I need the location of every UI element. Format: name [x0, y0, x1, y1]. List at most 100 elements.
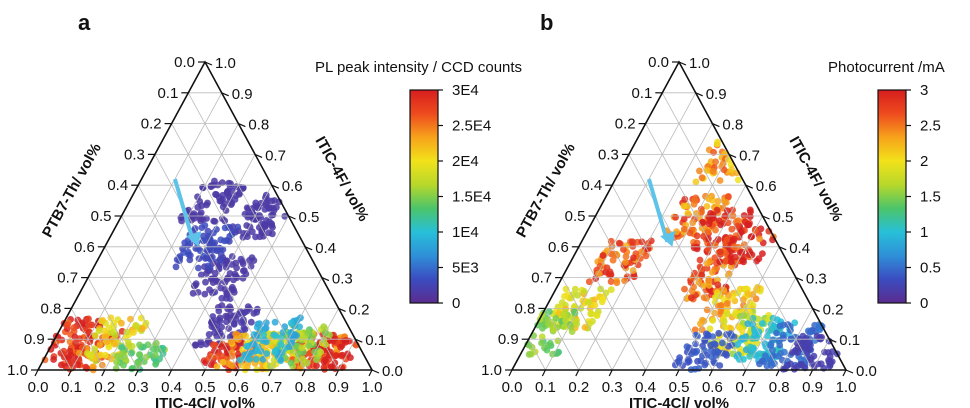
tick-mark — [829, 338, 837, 343]
data-point — [277, 341, 285, 348]
data-point — [751, 328, 759, 336]
data-point — [810, 352, 818, 360]
tick-mark — [845, 369, 854, 374]
data-point — [756, 360, 763, 368]
data-point — [538, 339, 545, 347]
data-point — [287, 319, 295, 327]
data-point — [696, 256, 704, 264]
data-point — [239, 260, 247, 268]
data-point — [567, 323, 575, 330]
bottom-tick-label: 0.6 — [228, 379, 249, 396]
data-point — [240, 230, 248, 237]
tick-mark — [204, 61, 213, 66]
left-tick-label: 1.0 — [481, 362, 502, 379]
data-point — [212, 341, 219, 349]
data-point — [271, 197, 278, 204]
arrow-shaft — [173, 178, 196, 243]
data-point — [197, 341, 205, 349]
data-point — [591, 301, 599, 309]
data-point — [197, 271, 205, 279]
data-point — [722, 258, 730, 265]
tick-mark — [234, 369, 239, 377]
data-point — [86, 321, 94, 329]
data-point — [673, 228, 680, 236]
data-point — [803, 350, 811, 357]
data-point — [239, 309, 247, 317]
data-point — [705, 220, 713, 228]
data-point — [683, 343, 691, 351]
data-point — [724, 292, 732, 299]
tick-mark — [742, 369, 747, 377]
grid-line — [137, 185, 239, 371]
right-tick-label: 1.0 — [215, 55, 236, 72]
data-point — [571, 285, 579, 293]
right-tick-label: 1.0 — [689, 55, 710, 72]
data-point — [331, 352, 338, 360]
data-point — [241, 351, 248, 359]
data-point — [208, 253, 216, 261]
data-point — [731, 253, 739, 261]
data-point — [203, 254, 211, 262]
bottom-tick-label: 0.4 — [161, 379, 182, 396]
right-tick-label: 0.4 — [789, 240, 810, 257]
data-point — [587, 310, 595, 318]
right-tick-label: 0.4 — [315, 240, 336, 257]
data-point — [613, 279, 621, 287]
tick-mark — [34, 369, 39, 377]
data-point — [739, 256, 746, 264]
data-point — [749, 321, 757, 328]
data-point — [736, 312, 744, 320]
data-point — [229, 228, 236, 236]
colorbar-tick-label: 2.5 — [920, 118, 941, 135]
data-point — [730, 235, 738, 243]
bottom-tick-label: 0.1 — [61, 379, 82, 396]
left-tick-label: 0.0 — [174, 54, 195, 71]
left-tick-label: 0.2 — [615, 116, 636, 133]
colorbar-tick-label: 1.5 — [920, 189, 941, 206]
data-point — [66, 347, 74, 355]
grid-line — [71, 92, 223, 371]
data-point — [784, 361, 791, 369]
data-point — [609, 256, 617, 264]
data-point — [226, 183, 234, 191]
data-point — [91, 332, 99, 339]
data-point — [753, 339, 761, 347]
data-point — [727, 258, 735, 266]
data-point — [552, 315, 560, 322]
data-point — [717, 302, 725, 309]
data-point — [716, 362, 724, 369]
left-tick-label: 0.2 — [141, 116, 162, 133]
tick-mark — [355, 338, 363, 343]
left-tick-label: 0.7 — [531, 270, 552, 287]
grid-line — [578, 246, 646, 371]
grid-line — [271, 277, 323, 371]
right-axis-label: ITIC-4F/ vol% — [785, 134, 846, 225]
data-point — [734, 217, 742, 225]
data-point — [118, 319, 125, 327]
data-point — [607, 271, 615, 278]
data-point — [561, 293, 568, 300]
data-point — [151, 351, 159, 359]
grid-line — [645, 123, 780, 371]
data-point — [717, 221, 725, 229]
data-point — [696, 167, 703, 175]
data-point — [580, 288, 588, 295]
data-point — [697, 320, 704, 328]
bottom-tick-label: 0.8 — [295, 379, 316, 396]
tick-mark — [708, 369, 713, 377]
right-tick-label: 0.2 — [823, 301, 844, 318]
data-point — [734, 176, 742, 184]
data-point — [787, 326, 794, 334]
data-point — [321, 356, 329, 364]
tick-mark — [268, 369, 273, 377]
data-point — [693, 232, 701, 240]
data-point — [119, 349, 127, 357]
tick-mark — [608, 369, 613, 377]
data-point — [706, 325, 714, 333]
data-point — [763, 362, 771, 370]
right-tick-label: 0.7 — [265, 147, 286, 164]
data-point — [738, 335, 746, 342]
tick-mark — [678, 61, 687, 66]
data-point — [320, 323, 328, 331]
data-point — [207, 182, 215, 190]
